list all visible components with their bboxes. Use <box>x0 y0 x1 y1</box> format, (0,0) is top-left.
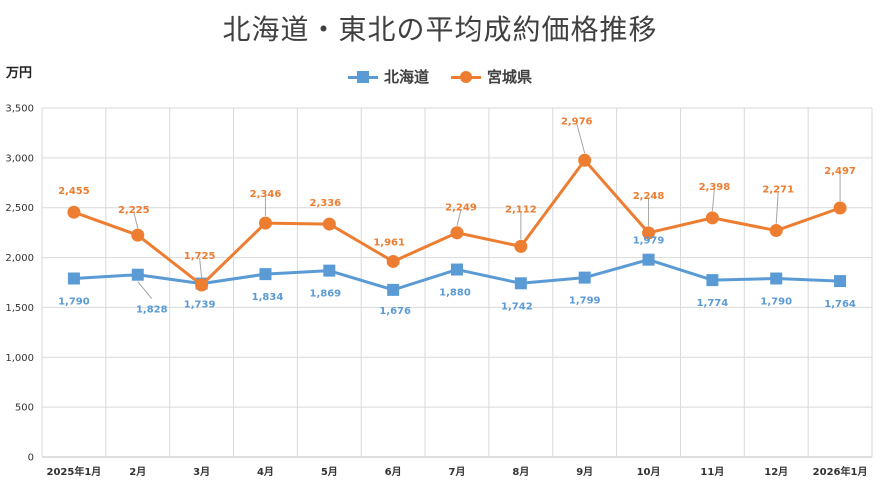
y-tick-label: 2,000 <box>5 253 34 264</box>
x-tick-label: 6月 <box>385 466 402 478</box>
data-label-miyagi: 2,497 <box>824 166 856 177</box>
data-point-hokkaido <box>706 274 719 287</box>
data-point-miyagi <box>195 278 209 292</box>
leader-line <box>133 212 139 229</box>
data-label-miyagi: 2,398 <box>699 182 731 193</box>
data-point-hokkaido <box>131 268 144 281</box>
data-label-hokkaido: 1,828 <box>136 305 168 316</box>
y-tick-label: 1,000 <box>5 353 34 364</box>
series-layer <box>67 153 847 296</box>
data-point-hokkaido <box>67 272 80 285</box>
grid-layer <box>41 107 873 458</box>
x-tick-label: 2026年1月 <box>813 465 868 478</box>
legend: 北海道 宮城県 <box>0 66 880 87</box>
data-label-miyagi: 2,248 <box>633 191 665 202</box>
y-tick-label: 500 <box>15 403 34 414</box>
data-label-hokkaido: 1,799 <box>569 296 601 307</box>
data-label-hokkaido: 1,790 <box>760 297 792 308</box>
data-label-miyagi: 2,271 <box>762 185 794 196</box>
legend-label-hokkaido: 北海道 <box>383 68 429 86</box>
data-point-miyagi <box>514 239 528 253</box>
data-label-miyagi: 2,455 <box>58 186 90 197</box>
data-label-hokkaido: 1,676 <box>379 306 411 317</box>
x-tick-label: 5月 <box>321 466 338 478</box>
x-tick-label: 2月 <box>129 466 146 478</box>
leader-line <box>199 257 203 279</box>
x-tick-label: 2025年1月 <box>47 465 102 478</box>
data-label-hokkaido: 1,764 <box>824 299 856 310</box>
x-tick-label: 4月 <box>257 466 274 478</box>
x-tick-label: 3月 <box>193 466 210 478</box>
data-point-hokkaido <box>578 271 591 284</box>
data-point-hokkaido <box>770 272 783 285</box>
data-point-miyagi <box>450 226 464 240</box>
data-label-hokkaido: 1,979 <box>633 236 665 247</box>
legend-swatch-circle-icon <box>451 70 481 83</box>
data-point-hokkaido <box>834 275 847 288</box>
legend-swatch-square-icon <box>347 70 378 83</box>
data-label-miyagi: 1,961 <box>373 237 405 248</box>
data-point-hokkaido <box>642 253 655 266</box>
leader-line <box>711 188 715 211</box>
y-tick-label: 3,500 <box>5 104 34 115</box>
data-label-miyagi: 2,976 <box>561 116 593 127</box>
x-tick-label: 8月 <box>512 466 529 478</box>
data-label-hokkaido: 1,742 <box>501 301 533 312</box>
data-point-miyagi <box>386 254 400 268</box>
data-point-miyagi <box>67 205 81 219</box>
data-point-hokkaido <box>323 264 336 277</box>
data-point-miyagi <box>642 226 656 240</box>
data-label-hokkaido: 1,834 <box>252 292 284 303</box>
data-label-hokkaido: 1,869 <box>309 289 341 300</box>
data-point-hokkaido <box>451 263 463 276</box>
legend-item-miyagi: 宮城県 <box>451 66 532 87</box>
data-label-hokkaido: 1,739 <box>184 300 216 311</box>
data-label-miyagi: 2,112 <box>505 204 537 215</box>
data-point-miyagi <box>769 224 783 238</box>
data-label-miyagi: 1,725 <box>184 251 216 262</box>
chart-title: 北海道・東北の平均成約価格推移 <box>222 13 658 46</box>
data-label-miyagi: 2,225 <box>118 205 150 216</box>
x-tick-label: 12月 <box>764 466 788 478</box>
data-point-miyagi <box>578 153 592 167</box>
data-label-miyagi: 2,346 <box>250 189 282 200</box>
leader-line <box>137 281 153 300</box>
x-tick-label: 11月 <box>700 466 724 478</box>
axis-layer: 0 500 1,000 1,500 2,000 2,500 3,000 3,500 2025年1… <box>5 104 867 479</box>
data-point-hokkaido <box>387 283 400 296</box>
y-axis-unit-label: 万円 <box>6 66 33 81</box>
y-tick-label: 2,500 <box>5 203 34 214</box>
leader-line <box>456 209 462 226</box>
data-point-miyagi <box>322 217 336 231</box>
y-tick-label: 1,500 <box>5 303 34 314</box>
data-label-miyagi: 2,249 <box>445 203 477 214</box>
legend-label-miyagi: 宮城県 <box>487 68 533 86</box>
data-point-hokkaido <box>514 277 527 290</box>
leader-line <box>775 191 779 224</box>
legend-item-hokkaido: 北海道 <box>347 66 429 87</box>
y-tick-label: 0 <box>28 453 34 464</box>
data-point-hokkaido <box>259 268 272 281</box>
data-label-layer: 1,790 1,828 1,739 1,834 1,869 1,676 1,880 1,742… <box>58 116 856 317</box>
data-label-hokkaido: 1,774 <box>697 298 729 309</box>
x-tick-label: 10月 <box>637 466 661 478</box>
data-point-miyagi <box>705 211 719 225</box>
data-point-miyagi <box>131 228 145 242</box>
x-tick-label: 7月 <box>449 466 466 478</box>
y-tick-label: 3,000 <box>5 153 34 164</box>
data-label-hokkaido: 1,880 <box>439 288 471 299</box>
data-point-miyagi <box>258 216 272 230</box>
leader-line <box>576 123 586 154</box>
data-label-miyagi: 2,336 <box>309 198 341 209</box>
data-point-miyagi <box>833 201 847 215</box>
data-label-hokkaido: 1,790 <box>58 297 90 308</box>
x-tick-label: 9月 <box>576 466 593 478</box>
